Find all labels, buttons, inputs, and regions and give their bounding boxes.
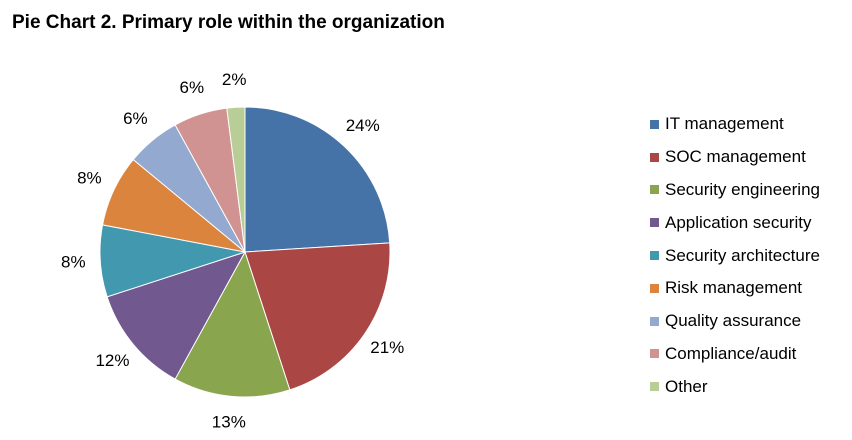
pie-label: 8%: [61, 252, 86, 271]
pie-label: 24%: [346, 116, 380, 135]
pie-label: 13%: [212, 413, 246, 432]
legend-item: SOC management: [650, 141, 820, 174]
legend-item: Compliance/audit: [650, 338, 820, 371]
chart-title: Pie Chart 2. Primary role within the org…: [12, 12, 445, 33]
legend-item: Application security: [650, 206, 820, 239]
legend-item: Security engineering: [650, 174, 820, 207]
legend-item: IT management: [650, 108, 820, 141]
legend-label: Security architecture: [665, 245, 820, 265]
legend-label: Compliance/audit: [665, 343, 797, 363]
pie-slice-other: [226, 106, 246, 253]
pie-label: 6%: [123, 109, 148, 128]
legend-label: Risk management: [665, 278, 803, 298]
chart-legend: IT management SOC management Security engi…: [650, 108, 820, 403]
legend-swatch: [650, 185, 659, 195]
pie-slice-soc-management: [244, 242, 391, 391]
legend-label: Application security: [665, 212, 812, 232]
legend-label: Security engineering: [665, 179, 820, 199]
legend-swatch: [650, 349, 659, 359]
legend-swatch: [650, 152, 659, 162]
legend-swatch: [650, 382, 659, 392]
legend-item: Security architecture: [650, 239, 820, 272]
legend-item: Other: [650, 370, 820, 403]
pie-label: 21%: [370, 338, 404, 357]
legend-label: Quality assurance: [665, 311, 802, 331]
legend-swatch: [650, 251, 659, 261]
legend-swatch: [650, 316, 659, 326]
pie-label: 12%: [95, 351, 129, 370]
legend-swatch: [650, 218, 659, 228]
pie-slice-security-engineering: [174, 250, 291, 398]
pie-label: 8%: [77, 168, 102, 187]
pie-slice-it-management: [244, 106, 391, 253]
legend-item: Risk management: [650, 272, 820, 305]
pie-label: 6%: [180, 78, 205, 97]
legend-label: IT management: [665, 114, 784, 134]
legend-swatch: [650, 283, 659, 293]
pie-slice-application-security: [106, 251, 247, 380]
legend-label: Other: [665, 376, 708, 396]
legend-item: Quality assurance: [650, 305, 820, 338]
legend-label: SOC management: [665, 147, 806, 167]
pie-label: 2%: [222, 70, 247, 89]
legend-swatch: [650, 119, 659, 129]
